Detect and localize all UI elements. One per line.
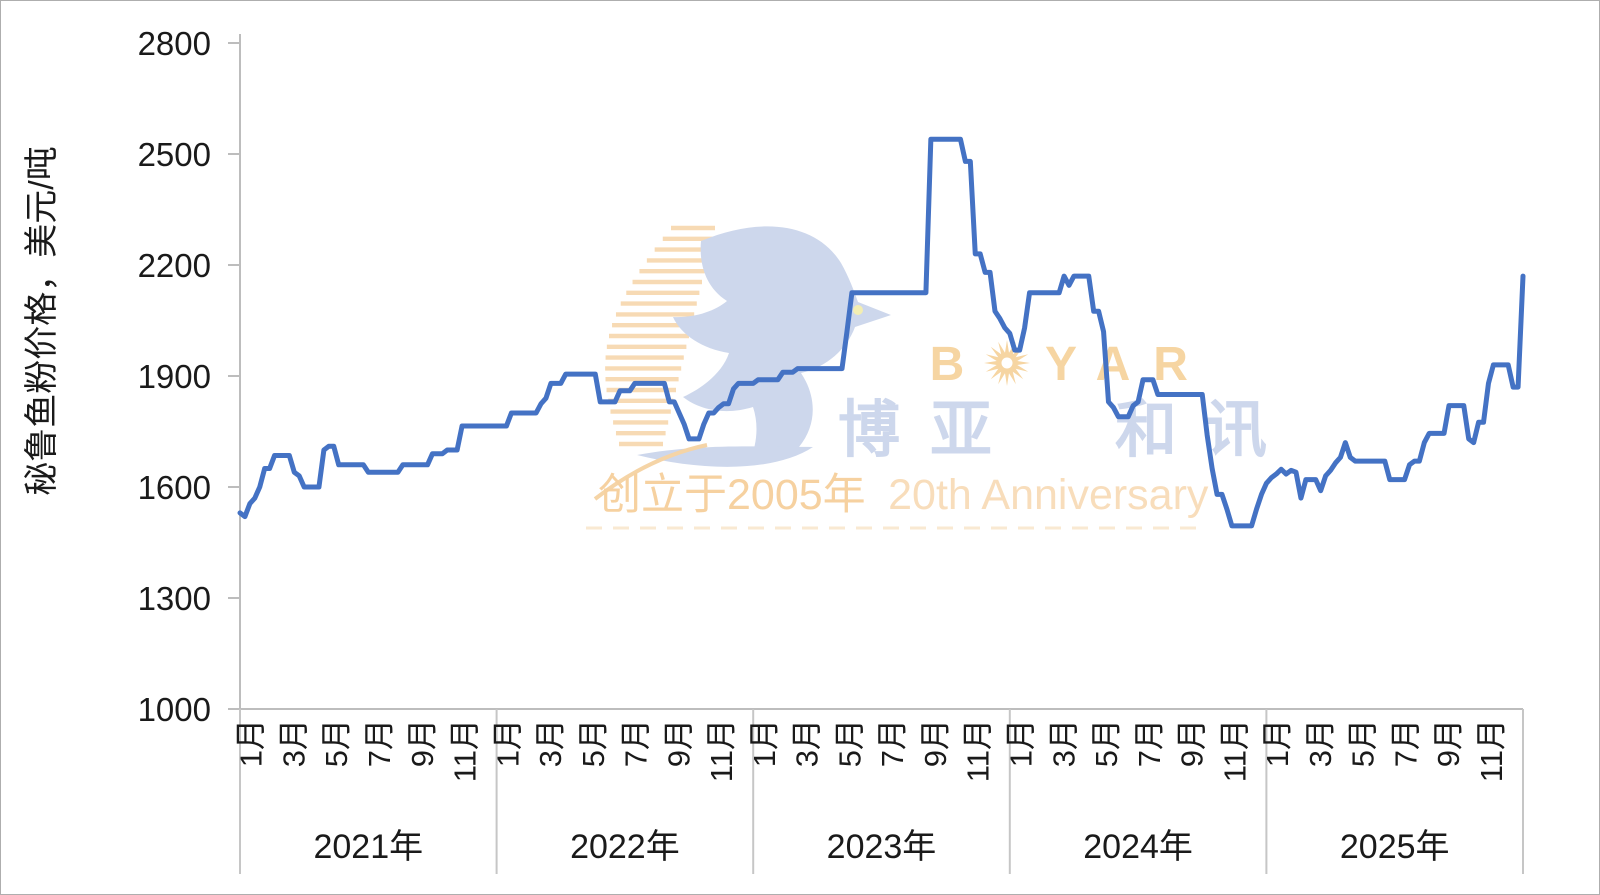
x-month-label: 7月 bbox=[619, 719, 654, 767]
watermark-tagline-en: 20th Anniversary bbox=[888, 471, 1209, 519]
x-month-label: 9月 bbox=[405, 719, 440, 767]
x-month-label: 1月 bbox=[1260, 719, 1295, 767]
y-tick-label: 2500 bbox=[138, 136, 211, 173]
x-month-label: 11月 bbox=[448, 719, 483, 782]
watermark-brand-en-b: B bbox=[930, 338, 991, 391]
price-series bbox=[237, 136, 1526, 529]
x-month-label: 11月 bbox=[704, 719, 739, 782]
x-month-label: 1月 bbox=[234, 719, 269, 767]
x-month-label: 3月 bbox=[1303, 719, 1338, 767]
y-tick-label: 2200 bbox=[138, 247, 211, 284]
x-month-label: 7月 bbox=[1132, 719, 1167, 767]
x-month-label: 7月 bbox=[875, 719, 910, 767]
x-month-label: 3月 bbox=[276, 719, 311, 767]
y-tick-label: 1600 bbox=[138, 469, 211, 506]
x-month-label: 11月 bbox=[1474, 719, 1509, 782]
x-month-label: 3月 bbox=[533, 719, 568, 767]
watermark-brand-en-yar: YAR bbox=[1045, 338, 1211, 391]
x-year-label: 2024年 bbox=[1083, 828, 1193, 866]
watermark-text: B YAR 博亚 和讯 创立于2005年 20th Anniversary bbox=[598, 338, 1295, 519]
watermark-brand-cn-right: 和讯 bbox=[1115, 396, 1295, 465]
sunburst-icon-center bbox=[1001, 357, 1013, 369]
x-month-label: 5月 bbox=[319, 719, 354, 767]
watermark-bird-eye bbox=[853, 305, 863, 315]
x-year-label: 2021年 bbox=[313, 828, 423, 866]
x-year-label: 2022年 bbox=[570, 828, 680, 866]
watermark-brand-cn-left: 博亚 bbox=[838, 396, 1022, 465]
x-month-label: 7月 bbox=[1388, 719, 1423, 767]
x-month-label: 3月 bbox=[1046, 719, 1081, 767]
x-month-label: 3月 bbox=[790, 719, 825, 767]
x-month-label: 5月 bbox=[832, 719, 867, 767]
x-month-label: 9月 bbox=[661, 719, 696, 767]
x-month-label: 1月 bbox=[1003, 719, 1038, 767]
x-month-label: 9月 bbox=[1175, 719, 1210, 767]
watermark-tagline: 创立于2005年 20th Anniversary bbox=[598, 471, 1209, 519]
x-month-label: 11月 bbox=[961, 719, 996, 782]
watermark-arc bbox=[593, 443, 708, 501]
price-line bbox=[237, 136, 1526, 529]
x-month-label: 5月 bbox=[576, 719, 611, 767]
x-month-label: 5月 bbox=[1346, 719, 1381, 767]
y-tick-label: 2800 bbox=[138, 25, 211, 62]
x-year-label: 2023年 bbox=[827, 828, 937, 866]
x-month-label: 7月 bbox=[362, 719, 397, 767]
x-month-label: 9月 bbox=[918, 719, 953, 767]
watermark-graphics bbox=[586, 225, 1199, 530]
watermark-tagline-cn: 创立于2005年 bbox=[598, 471, 866, 519]
x-month-label: 5月 bbox=[1089, 719, 1124, 767]
x-month-label: 11月 bbox=[1217, 719, 1252, 782]
x-year-label: 2025年 bbox=[1340, 828, 1450, 866]
y-axis-title: 秘鲁鱼粉价格，美元/吨 bbox=[23, 146, 61, 495]
y-tick-label: 1900 bbox=[138, 358, 211, 395]
x-month-label: 1月 bbox=[747, 719, 782, 767]
x-month-label: 9月 bbox=[1431, 719, 1466, 767]
sunburst-icon bbox=[984, 340, 1030, 386]
x-month-label: 1月 bbox=[490, 719, 525, 767]
y-tick-label: 1300 bbox=[138, 580, 211, 617]
y-tick-label: 1000 bbox=[138, 691, 211, 728]
